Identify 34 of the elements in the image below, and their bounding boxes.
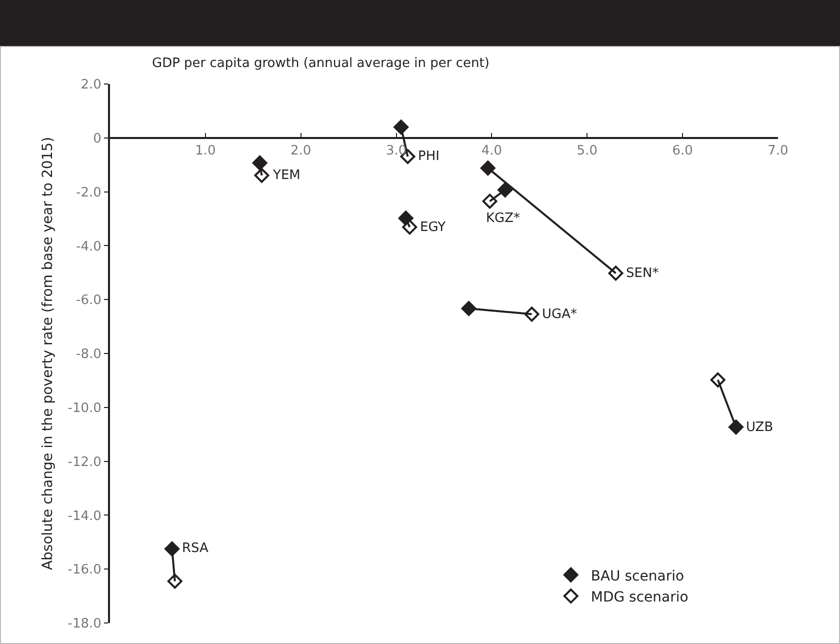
y-tick-label: -14.0 (68, 508, 102, 524)
point (252, 155, 268, 170)
annotation: YEM (272, 168, 300, 183)
x-axis-title: GDP per capita growth (annual average in per cent) (152, 56, 490, 71)
point (461, 300, 476, 316)
x-tick-label: 7.0 (768, 144, 788, 158)
y-tick-label: -18.0 (68, 616, 102, 632)
y-tick-label: 0 (93, 131, 102, 146)
annotation: SEN* (626, 266, 660, 281)
y-tick-label: -8.0 (76, 347, 102, 362)
annotation: UZB (746, 420, 774, 435)
y-tick-label: -4.0 (76, 239, 102, 254)
y-tick-label: -2.0 (76, 185, 102, 200)
y-tick-label: -16.0 (68, 562, 102, 578)
x-tick-label: 5.0 (576, 144, 598, 158)
legend-label: BAU scenario (590, 568, 684, 584)
y-axis-title: Absolute change in the poverty rate (from base year to 2015) (40, 136, 56, 570)
legend-label: MDG scenario (590, 589, 688, 606)
y-tick-label: -10.0 (68, 400, 102, 416)
point (164, 541, 180, 556)
annotation: EGY (420, 220, 446, 235)
annotation: KGZ* (486, 211, 521, 226)
point (394, 120, 409, 135)
annotation: PHI (418, 149, 440, 164)
annotation: UGA* (542, 307, 578, 322)
point (480, 160, 496, 176)
x-tick-label: 4.0 (481, 144, 502, 158)
x-tick-label: 1.0 (195, 144, 216, 158)
annotation: RSA (182, 541, 209, 556)
y-tick-label: -12.0 (68, 454, 102, 470)
x-tick-label: 2.0 (290, 144, 312, 158)
x-tick-label: 6.0 (672, 144, 693, 158)
y-tick-label: 2.0 (80, 78, 102, 93)
y-tick-label: -6.0 (76, 293, 102, 308)
